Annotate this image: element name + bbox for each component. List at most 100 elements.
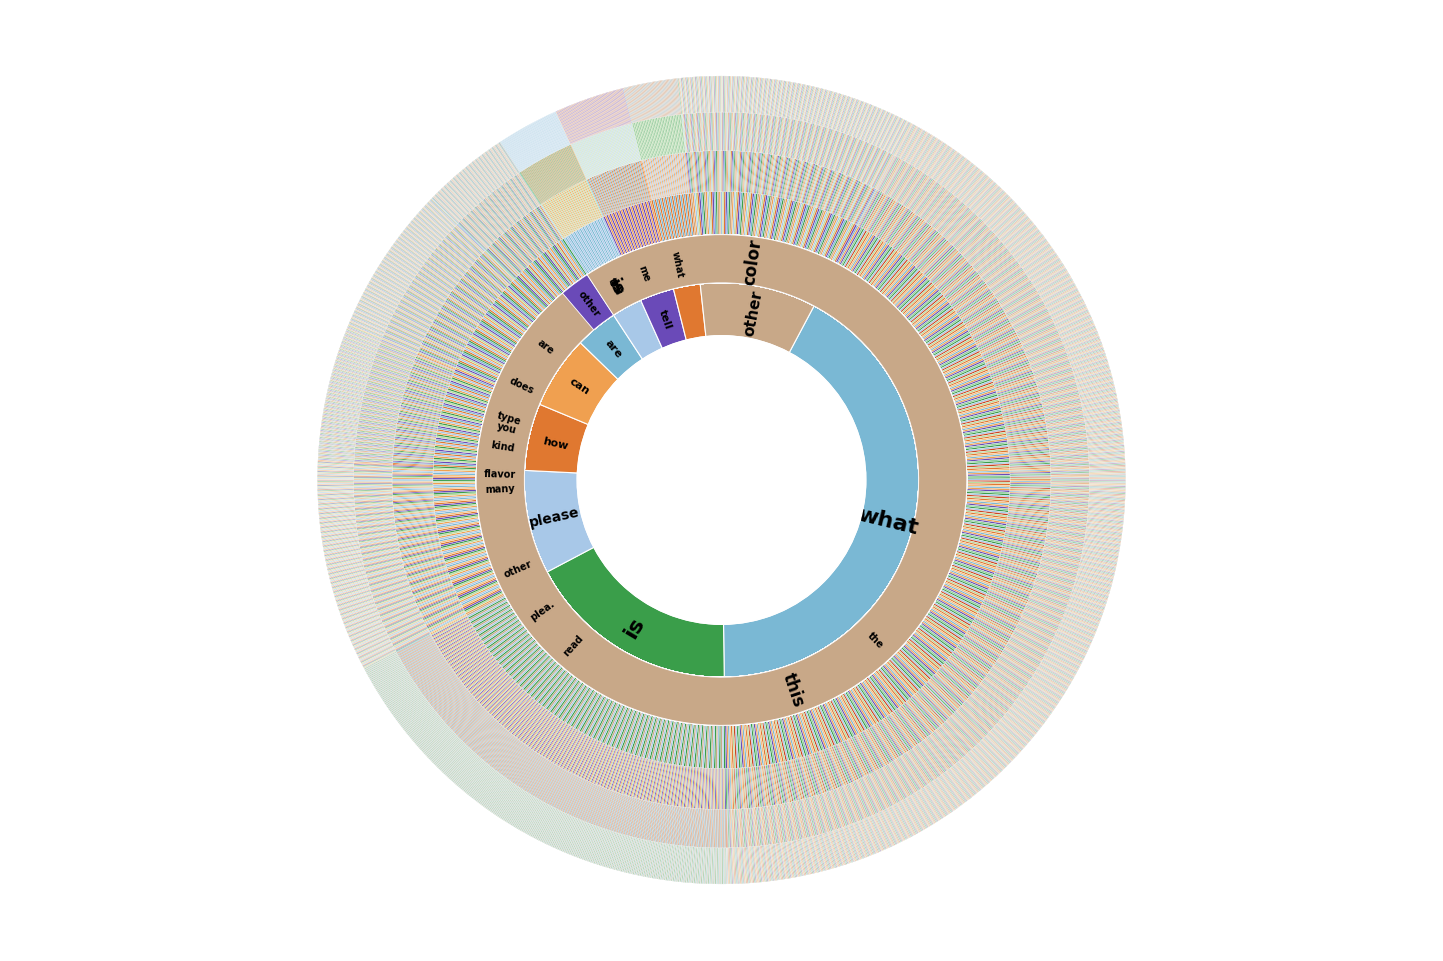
- Wedge shape: [378, 598, 414, 612]
- Wedge shape: [584, 139, 599, 175]
- Wedge shape: [672, 80, 678, 115]
- Wedge shape: [784, 717, 797, 759]
- Wedge shape: [502, 185, 525, 216]
- Wedge shape: [424, 263, 456, 286]
- Wedge shape: [496, 741, 521, 772]
- Wedge shape: [911, 134, 929, 165]
- Wedge shape: [498, 741, 521, 773]
- Wedge shape: [1085, 416, 1120, 422]
- Wedge shape: [919, 743, 944, 775]
- Wedge shape: [1089, 459, 1126, 462]
- Wedge shape: [397, 426, 437, 433]
- Wedge shape: [421, 343, 459, 361]
- Wedge shape: [1075, 371, 1111, 382]
- Wedge shape: [623, 837, 633, 873]
- Wedge shape: [843, 183, 861, 220]
- Wedge shape: [320, 430, 356, 434]
- Wedge shape: [459, 173, 483, 201]
- Wedge shape: [320, 427, 356, 432]
- Wedge shape: [821, 794, 834, 830]
- Wedge shape: [424, 337, 462, 356]
- Wedge shape: [1078, 379, 1113, 388]
- Wedge shape: [587, 180, 605, 217]
- Wedge shape: [1026, 607, 1061, 623]
- Wedge shape: [558, 111, 573, 144]
- Wedge shape: [576, 782, 592, 818]
- Wedge shape: [540, 205, 563, 240]
- Wedge shape: [931, 734, 957, 764]
- Wedge shape: [896, 709, 922, 743]
- Wedge shape: [745, 768, 749, 808]
- Wedge shape: [786, 120, 795, 158]
- Wedge shape: [928, 784, 949, 814]
- Wedge shape: [395, 634, 430, 653]
- Wedge shape: [880, 769, 899, 803]
- Wedge shape: [473, 332, 511, 356]
- Wedge shape: [632, 86, 641, 122]
- Wedge shape: [430, 615, 466, 635]
- Wedge shape: [430, 736, 457, 761]
- Wedge shape: [397, 240, 426, 262]
- Wedge shape: [1040, 391, 1078, 401]
- Wedge shape: [374, 274, 405, 293]
- Wedge shape: [583, 227, 606, 265]
- Wedge shape: [463, 276, 496, 302]
- Wedge shape: [823, 131, 835, 167]
- Wedge shape: [623, 798, 635, 835]
- Wedge shape: [623, 209, 639, 250]
- Wedge shape: [433, 491, 476, 495]
- Wedge shape: [968, 753, 993, 780]
- Wedge shape: [1019, 696, 1049, 718]
- Wedge shape: [498, 635, 532, 664]
- Wedge shape: [661, 805, 668, 843]
- Wedge shape: [436, 513, 479, 521]
- Wedge shape: [864, 109, 879, 142]
- Wedge shape: [1051, 301, 1084, 317]
- Wedge shape: [1019, 622, 1053, 639]
- Wedge shape: [1087, 429, 1123, 433]
- Wedge shape: [424, 338, 462, 357]
- Wedge shape: [1017, 241, 1048, 262]
- Wedge shape: [948, 769, 971, 798]
- Wedge shape: [508, 646, 541, 677]
- Wedge shape: [443, 187, 469, 214]
- Wedge shape: [1066, 610, 1100, 623]
- Wedge shape: [469, 164, 492, 193]
- Wedge shape: [773, 845, 779, 880]
- Wedge shape: [486, 623, 522, 649]
- Wedge shape: [742, 78, 743, 113]
- Wedge shape: [791, 760, 801, 801]
- Wedge shape: [915, 630, 949, 658]
- Wedge shape: [433, 461, 476, 466]
- Wedge shape: [978, 251, 1009, 275]
- Wedge shape: [877, 723, 900, 757]
- Wedge shape: [667, 156, 674, 196]
- Wedge shape: [354, 314, 387, 330]
- Wedge shape: [1062, 326, 1095, 340]
- Wedge shape: [846, 232, 869, 270]
- Wedge shape: [889, 658, 921, 691]
- Wedge shape: [734, 848, 737, 884]
- Wedge shape: [554, 815, 570, 849]
- Wedge shape: [799, 840, 808, 875]
- Wedge shape: [831, 134, 846, 170]
- Wedge shape: [638, 801, 648, 839]
- Wedge shape: [361, 547, 398, 555]
- Wedge shape: [996, 725, 1023, 749]
- Wedge shape: [749, 78, 752, 114]
- Wedge shape: [374, 588, 410, 601]
- Wedge shape: [991, 206, 1019, 231]
- Wedge shape: [877, 203, 900, 238]
- Wedge shape: [941, 776, 962, 805]
- Wedge shape: [1020, 619, 1055, 635]
- Wedge shape: [398, 304, 433, 323]
- Wedge shape: [1014, 313, 1049, 332]
- Wedge shape: [537, 258, 566, 292]
- Wedge shape: [938, 727, 964, 757]
- Wedge shape: [404, 558, 444, 571]
- Wedge shape: [694, 809, 698, 848]
- Wedge shape: [1006, 293, 1039, 313]
- Wedge shape: [355, 452, 392, 456]
- Wedge shape: [400, 544, 440, 554]
- Wedge shape: [421, 268, 453, 291]
